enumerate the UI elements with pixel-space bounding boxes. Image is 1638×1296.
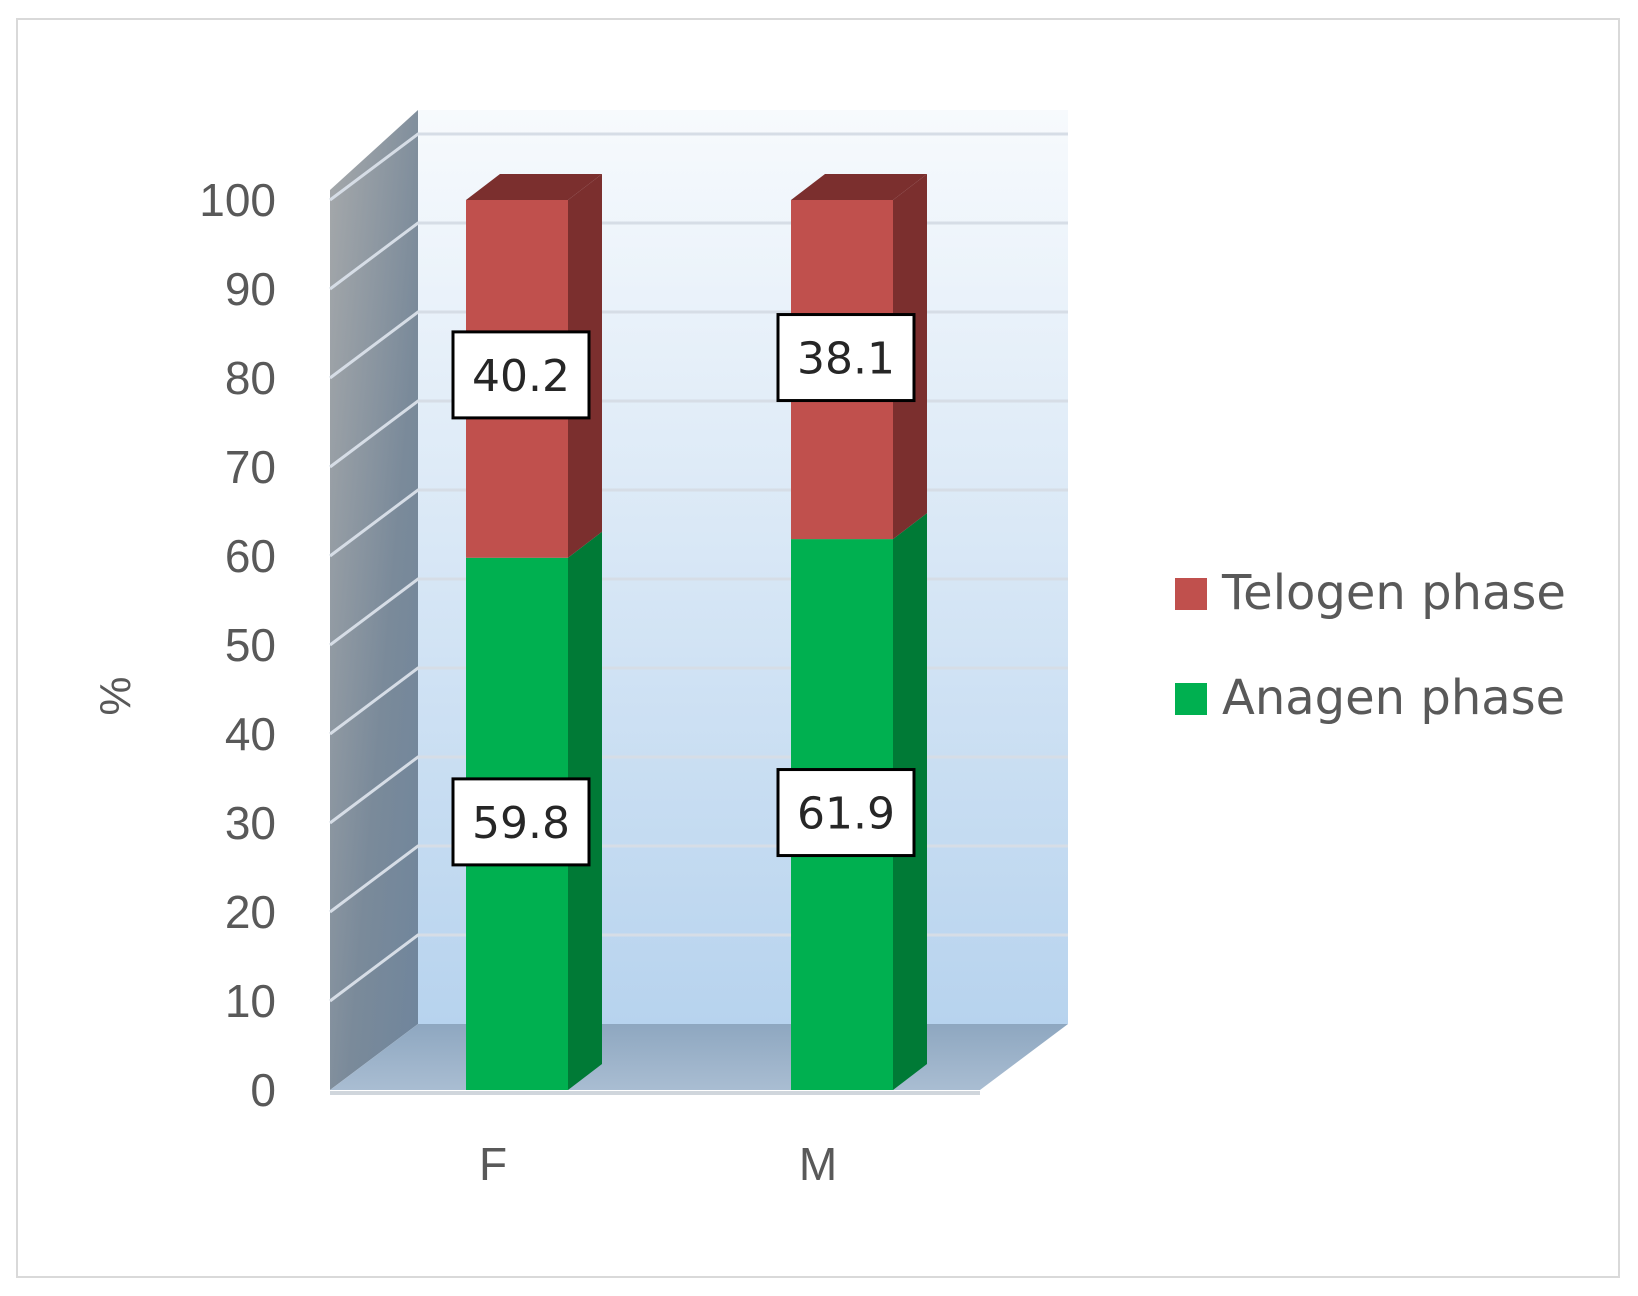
legend-label: Telogen phase <box>1221 565 1566 621</box>
data-label-box <box>776 313 916 403</box>
data-label-text: 40.2 <box>472 351 570 402</box>
x-tick-label: M <box>799 1138 837 1190</box>
y-axis-ticks: 0 10 20 30 40 50 60 70 80 90 100 <box>199 174 276 1116</box>
y-axis-title: % <box>91 676 140 715</box>
y-tick-label: 40 <box>225 708 276 760</box>
data-label: 40.2 <box>451 330 591 420</box>
y-tick-label: 90 <box>225 263 276 315</box>
y-tick-label: 10 <box>225 975 276 1027</box>
y-tick-label: 100 <box>199 174 276 226</box>
y-tick-label: 60 <box>225 530 276 582</box>
data-label-box <box>776 768 916 858</box>
legend-swatch <box>1175 683 1207 715</box>
y-tick-label: 30 <box>225 797 276 849</box>
legend: Telogen phase Anagen phase <box>1175 565 1566 726</box>
legend-swatch <box>1175 578 1207 610</box>
y-tick-label: 50 <box>225 619 276 671</box>
data-label-text: 61.9 <box>797 789 895 840</box>
chart-walls <box>330 110 1068 1095</box>
bar-top <box>791 174 927 200</box>
bar-top <box>466 174 602 200</box>
legend-item-telogen-phase: Telogen phase <box>1175 565 1566 621</box>
gridline <box>329 132 1068 202</box>
legend-item-anagen-phase: Anagen phase <box>1175 670 1565 726</box>
data-label-box <box>451 777 591 867</box>
legend-label: Anagen phase <box>1222 670 1565 726</box>
y-tick-label: 20 <box>225 886 276 938</box>
side-wall <box>330 110 418 1090</box>
y-tick-label: 80 <box>225 352 276 404</box>
data-labels: 59.8 40.2 61.9 38.1 <box>451 313 916 867</box>
data-label: 38.1 <box>776 313 916 403</box>
data-label: 59.8 <box>451 777 591 867</box>
data-label-text: 38.1 <box>797 334 895 385</box>
floor <box>330 1024 1068 1090</box>
data-label: 61.9 <box>776 768 916 858</box>
data-label-text: 59.8 <box>472 798 570 849</box>
y-tick-label: 70 <box>225 441 276 493</box>
y-tick-label: 0 <box>250 1064 276 1116</box>
data-label-box <box>451 330 591 420</box>
x-tick-label: F <box>479 1138 507 1190</box>
